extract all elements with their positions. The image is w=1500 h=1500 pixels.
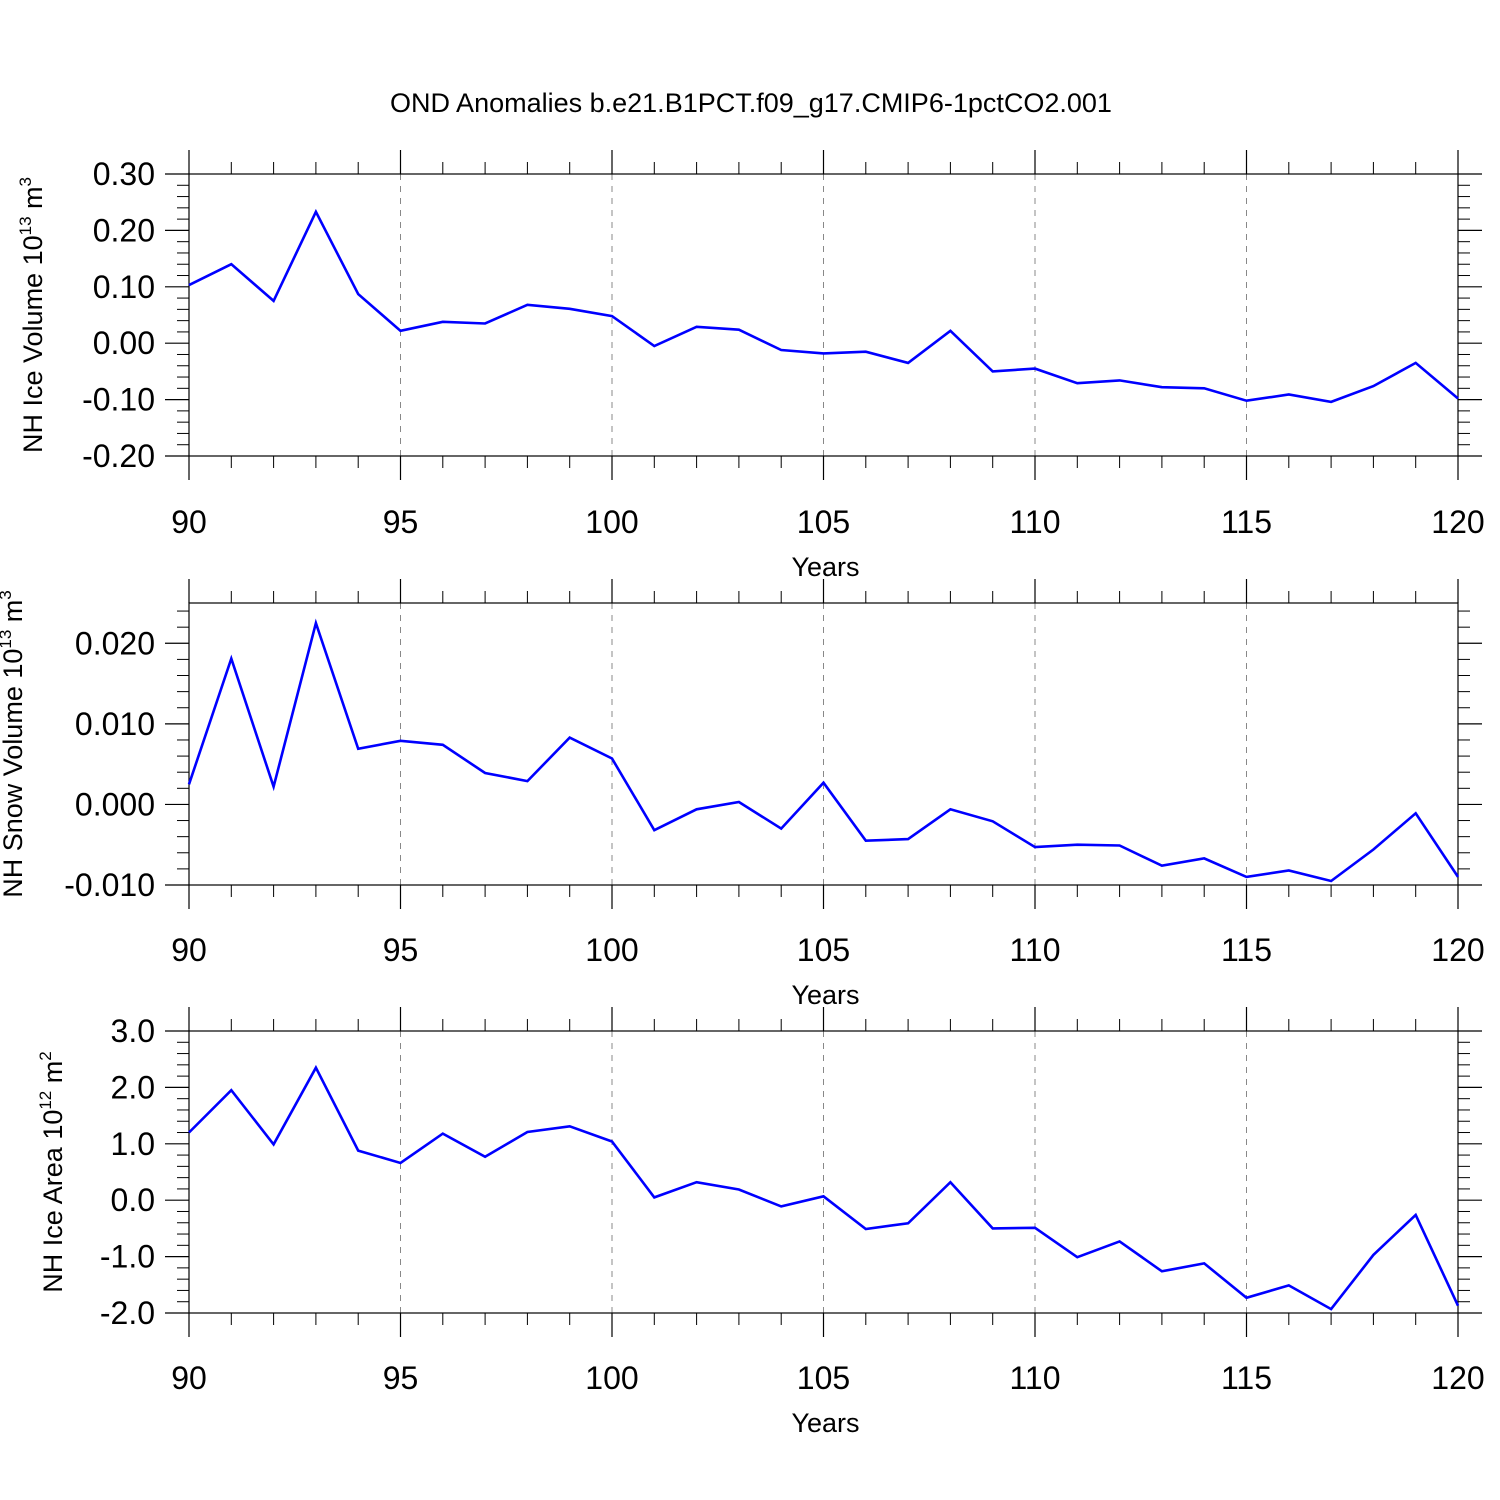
x-tick-label: 115	[1221, 1360, 1272, 1396]
y-tick-label: -2.0	[100, 1295, 155, 1331]
x-tick-label: 105	[797, 1360, 850, 1396]
x-tick-label: 120	[1431, 932, 1484, 968]
x-tick-label: 95	[383, 504, 419, 540]
figure-title: OND Anomalies b.e21.B1PCT.f09_g17.CMIP6-…	[390, 88, 1112, 118]
x-tick-label: 95	[383, 932, 419, 968]
x-tick-label: 90	[171, 932, 207, 968]
y-tick-label: -1.0	[100, 1239, 155, 1275]
y-tick-label: 2.0	[111, 1069, 155, 1105]
y-tick-label: -0.10	[82, 382, 155, 418]
x-tick-label: 95	[383, 1360, 419, 1396]
series-line	[188, 208, 1459, 404]
y-tick-label: 3.0	[111, 1013, 155, 1049]
x-tick-label: 105	[797, 932, 850, 968]
y-tick-label: 0.010	[75, 706, 155, 742]
y-tick-label: 0.0	[111, 1182, 155, 1218]
y-tick-label: -0.010	[64, 867, 155, 903]
chart-panel-1: 90 95 100 105 110 115 120 -0.20 -0.10 0.00 0.10 0.2…	[16, 150, 1485, 582]
x-tick-label: 100	[585, 932, 638, 968]
x-tick-label: 110	[1009, 504, 1060, 540]
chart-panel-3: 90 95 100 105 110 115 120 -2.0 -1.0 0.0 1.0 2.0 3.0 Y…	[36, 1007, 1485, 1438]
x-tick-label: 110	[1009, 1360, 1060, 1396]
x-tick-label: 120	[1431, 1360, 1484, 1396]
y-tick-label: 0.00	[93, 325, 155, 361]
x-tick-label: 100	[585, 504, 638, 540]
x-tick-label: 115	[1221, 932, 1272, 968]
x-tick-label: 90	[171, 504, 207, 540]
y-tick-label: 1.0	[111, 1126, 155, 1162]
y-tick-label: 0.30	[93, 156, 155, 192]
y-axis-title: NH Snow Volume 1013 m3	[0, 590, 28, 898]
x-tick-label: 120	[1431, 504, 1484, 540]
x-tick-label: 105	[797, 504, 850, 540]
y-tick-label: 0.000	[75, 786, 155, 822]
y-tick-label: 0.10	[93, 269, 155, 305]
x-tick-label: 100	[585, 1360, 638, 1396]
x-axis-title: Years	[791, 1408, 859, 1438]
x-axis-title: Years	[791, 552, 859, 582]
y-tick-label: -0.20	[82, 438, 155, 474]
chart-panels: 90 95 100 105 110 115 120 -0.20 -0.10 0.00 0.10 0.2…	[0, 150, 1485, 1438]
x-tick-label: 110	[1009, 932, 1060, 968]
series-line	[187, 618, 1460, 883]
y-axis-title: NH Ice Area 1012 m2	[36, 1051, 68, 1292]
x-axis-title: Years	[791, 980, 859, 1010]
chart-panel-2: 90 95 100 105 110 115 120 -0.010 0.000 0.010 0.020…	[0, 579, 1485, 1010]
x-tick-label: 115	[1221, 504, 1272, 540]
x-tick-label: 90	[171, 1360, 207, 1396]
y-tick-label: 0.20	[93, 212, 155, 248]
series-line	[188, 1064, 1460, 1311]
y-tick-label: 0.020	[75, 625, 155, 661]
y-axis-title: NH Ice Volume 1013 m3	[16, 177, 48, 453]
